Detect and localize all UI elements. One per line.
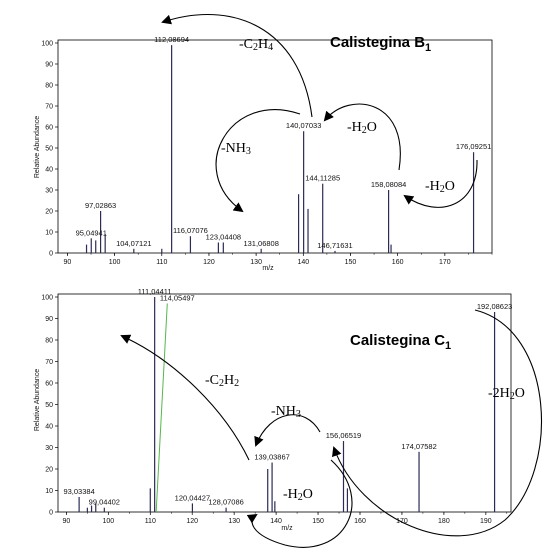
spectrum-panel-c1: 0 10 20 30 40 50 60 70 80 90 100 90 100 110 120 130 140… — [34, 287, 543, 548]
x-tick-label: 100 — [102, 518, 114, 525]
y-tick-label: 0 — [49, 510, 53, 517]
peak-label: 146,71631 — [317, 241, 352, 250]
x-tick-label: 130 — [228, 518, 240, 525]
y-tick-label: 0 — [49, 251, 53, 258]
peak-label: 139,03867 — [254, 453, 289, 462]
peak-label: 104,07121 — [116, 239, 151, 248]
x-axis-ticks: 90 100 110 120 130 140 150 160 170 — [64, 253, 493, 266]
y-tick-label: 70 — [45, 104, 53, 111]
arrow-loss-h2o-1 — [323, 103, 401, 171]
peak-label: 112,08694 — [154, 35, 189, 44]
loss-label-h2o-1: -H2O — [347, 120, 377, 136]
x-tick-label: 150 — [312, 518, 324, 525]
x-tick-label: 100 — [109, 259, 121, 266]
peak-label: 99,04402 — [89, 498, 120, 507]
peak-connector — [155, 303, 168, 513]
chart-title: Calistegina B1 — [330, 34, 431, 54]
peak-label: 158,08084 — [371, 180, 406, 189]
peak-label: 93,03384 — [63, 487, 94, 496]
x-tick-label: 170 — [439, 259, 451, 266]
x-tick-label: 110 — [145, 518, 156, 525]
peak-label: 111,04411 — [138, 287, 172, 296]
y-axis-ticks: 0 10 20 30 40 50 60 70 80 90 100 — [41, 41, 58, 258]
y-tick-label: 90 — [45, 316, 53, 323]
x-tick-label: 180 — [438, 518, 450, 525]
peaks — [85, 45, 475, 253]
y-tick-label: 30 — [45, 188, 53, 195]
x-axis-title: m/z — [262, 265, 274, 272]
x-tick-label: 130 — [250, 259, 262, 266]
y-axis-ticks: 0 10 20 30 40 50 60 70 80 90 100 — [41, 295, 58, 517]
x-tick-label: 160 — [392, 259, 404, 266]
loss-label-nh3: -NH3 — [271, 404, 301, 420]
peak-labels: 95,04941 97,02863 104,07121 112,08694 116,07… — [76, 35, 492, 250]
peak-label: 131,06808 — [243, 239, 278, 248]
x-tick-label: 160 — [354, 518, 366, 525]
plot-frame — [57, 39, 493, 254]
loss-label-nh3: -NH3 — [221, 141, 251, 157]
y-axis-title: Relative Abundance — [34, 116, 41, 178]
y-tick-label: 30 — [45, 445, 53, 452]
arrow-loss-c2h4 — [161, 14, 313, 118]
plot-frame — [57, 293, 512, 513]
y-tick-label: 80 — [45, 338, 53, 345]
y-tick-label: 70 — [45, 359, 53, 366]
y-tick-label: 100 — [41, 41, 53, 48]
x-tick-label: 110 — [156, 259, 167, 266]
arrow-loss-c2h2 — [120, 334, 250, 461]
x-tick-label: 90 — [62, 518, 70, 525]
y-tick-label: 50 — [45, 146, 53, 153]
peak-label: 120,04427 — [175, 493, 210, 502]
peak-label: 140,07033 — [286, 121, 321, 130]
loss-label-c2h4: -C2H4 — [239, 37, 273, 53]
arrow-loss-nh3 — [215, 109, 301, 213]
loss-label-c2h2: -C2H2 — [205, 373, 239, 389]
spectrum-panel-b1: 0 10 20 30 40 50 60 70 80 90 100 90 100 110 120 130 140… — [34, 14, 493, 272]
peak-label: 174,07582 — [401, 442, 436, 451]
loss-label-2h2o: -2H2O — [488, 386, 525, 402]
arrow-loss-2h2o — [332, 309, 543, 537]
chart-title: Calistegina C1 — [350, 332, 451, 352]
y-tick-label: 40 — [45, 424, 53, 431]
peak-label: 128,07086 — [208, 498, 243, 507]
x-tick-label: 140 — [270, 518, 282, 525]
y-tick-label: 10 — [45, 488, 53, 495]
x-tick-label: 120 — [186, 518, 198, 525]
loss-label-h2o: -H2O — [283, 487, 313, 503]
y-tick-label: 60 — [45, 381, 53, 388]
peak-label: 95,04941 — [76, 228, 107, 237]
y-tick-label: 90 — [45, 62, 53, 69]
arrow-loss-nh3 — [254, 414, 321, 447]
y-axis-title: Relative Abundance — [34, 369, 41, 431]
y-tick-label: 10 — [45, 230, 53, 237]
arrow-loss-h2o — [246, 459, 353, 548]
x-tick-label: 90 — [64, 259, 72, 266]
x-axis-ticks: 90 100 110 120 130 140 150 160 170 180 190 — [62, 512, 508, 525]
arrow-loss-h2o-2 — [403, 159, 478, 208]
peak-label: 97,02863 — [85, 201, 116, 210]
peak-label: 192,08623 — [477, 302, 512, 311]
peaks — [78, 297, 496, 513]
y-tick-label: 50 — [45, 402, 53, 409]
y-tick-label: 100 — [41, 295, 53, 302]
y-tick-label: 40 — [45, 167, 53, 174]
peak-label: 156,06519 — [326, 431, 361, 440]
x-tick-label: 120 — [203, 259, 215, 266]
x-tick-label: 140 — [297, 259, 309, 266]
peak-label: 123,04408 — [206, 233, 241, 242]
x-tick-label: 150 — [345, 259, 357, 266]
x-axis-title: m/z — [281, 525, 293, 532]
y-tick-label: 20 — [45, 467, 53, 474]
peak-label: 114,05497 — [160, 293, 195, 302]
peak-label: 144,11285 — [305, 174, 340, 183]
y-tick-label: 60 — [45, 125, 53, 132]
y-tick-label: 80 — [45, 83, 53, 90]
y-tick-label: 20 — [45, 209, 53, 216]
peak-label: 116,07076 — [173, 226, 208, 235]
x-tick-label: 190 — [480, 518, 492, 525]
loss-label-h2o-2: -H2O — [425, 179, 455, 195]
peak-label: 176,09251 — [456, 142, 491, 151]
